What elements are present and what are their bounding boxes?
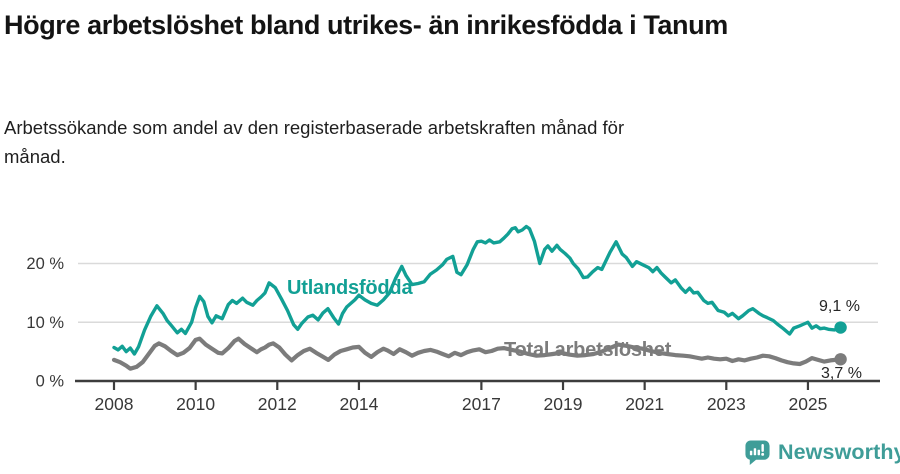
x-tick-label: 2019 (544, 394, 583, 414)
y-tick-label: 10 % (26, 314, 64, 332)
y-tick-label: 20 % (26, 255, 64, 273)
x-tick-label: 2012 (258, 394, 297, 414)
end-value-label-total: 3,7 % (821, 365, 862, 382)
series-end-dot-total (834, 353, 847, 366)
series-end-dot-utlandsfodda (834, 321, 847, 334)
series-line-total (111, 336, 843, 371)
x-tick-label: 2010 (176, 394, 215, 414)
newsworthy-speech-bubble-chart-icon (745, 440, 770, 466)
page-title: Högre arbetslöshet bland utrikes- än inr… (4, 10, 728, 40)
x-tick-label: 2014 (339, 394, 378, 414)
x-tick-label: 2008 (95, 394, 134, 414)
y-tick-label: 0 % (36, 373, 65, 391)
x-tick-label: 2023 (707, 394, 746, 414)
series-label-utlandsfodda: Utlandsfödda (287, 277, 413, 299)
x-tick-label: 2021 (625, 394, 664, 414)
series-line-utlandsfodda (112, 224, 843, 356)
series-label-total: Total arbetslöshet (504, 339, 672, 361)
x-tick-label: 2025 (788, 394, 827, 414)
x-tick-label: 2017 (462, 394, 501, 414)
newsworthy-brand: Newsworthy (744, 439, 900, 466)
end-value-label-utlandsfodda: 9,1 % (819, 298, 860, 315)
brand-wordmark: Newsworthy (778, 440, 900, 464)
page-subtitle: Arbetssökande som andel av den registerb… (4, 117, 625, 167)
